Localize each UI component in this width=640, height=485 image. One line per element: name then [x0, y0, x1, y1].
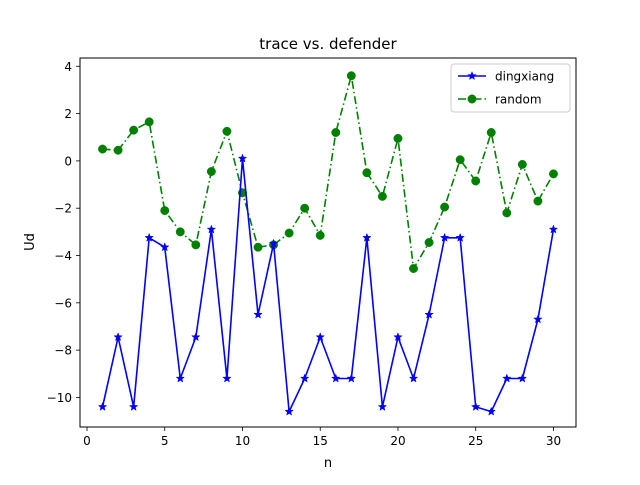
- data-point-random: [455, 155, 465, 165]
- axes-frame: [79, 57, 577, 428]
- data-point-random: [331, 128, 341, 137]
- x-tick-label: 25: [468, 434, 483, 448]
- data-point-random: [253, 242, 263, 252]
- data-point-random: [144, 117, 154, 127]
- axis-ticks: 0 5 10 15 20 25 30 −10 −8 −6 −4 −2 0 2 4: [47, 60, 561, 448]
- x-axis-label: n: [324, 456, 332, 471]
- data-point-random: [471, 176, 481, 186]
- data-point-dingxiang: [517, 373, 528, 383]
- data-point-dingxiang: [237, 153, 248, 163]
- data-point-dingxiang: [362, 232, 372, 242]
- y-tick-label: −2: [54, 202, 72, 216]
- data-point-random: [284, 228, 294, 238]
- legend: dingxiang random: [450, 63, 571, 113]
- data-point-random: [424, 238, 434, 247]
- legend-marker: [467, 70, 477, 81]
- data-point-dingxiang: [330, 373, 341, 383]
- legend-marker: [467, 94, 477, 104]
- series-line-dingxiang: [101, 157, 555, 413]
- data-point-dingxiang: [299, 373, 310, 383]
- data-point-random: [175, 227, 185, 237]
- x-tick-label: 15: [313, 434, 328, 448]
- data-point-dingxiang: [191, 332, 201, 342]
- data-point-dingxiang: [113, 332, 123, 342]
- data-point-random: [113, 145, 123, 155]
- data-point-dingxiang: [284, 406, 294, 416]
- data-point-dingxiang: [253, 309, 263, 319]
- x-tick-label: 10: [235, 434, 250, 448]
- data-point-random: [191, 240, 201, 250]
- data-point-dingxiang: [346, 373, 357, 383]
- y-tick-label: 0: [64, 154, 72, 168]
- data-point-random: [409, 264, 418, 273]
- y-tick-label: −10: [47, 391, 72, 405]
- data-point-dingxiang: [424, 309, 434, 319]
- data-point-dingxiang: [206, 224, 217, 234]
- y-tick-label: −8: [54, 344, 72, 358]
- data-point-dingxiang: [315, 332, 326, 342]
- x-tick-label: 30: [546, 434, 561, 448]
- data-point-dingxiang: [533, 314, 543, 324]
- legend-label: random: [495, 93, 542, 107]
- data-point-dingxiang: [97, 401, 108, 411]
- x-tick-label: 0: [83, 434, 91, 448]
- data-point-dingxiang: [408, 373, 419, 383]
- data-point-random: [362, 168, 372, 178]
- legend-label: dingxiang: [495, 70, 554, 84]
- data-point-dingxiang: [548, 224, 559, 234]
- data-point-random: [346, 71, 356, 81]
- data-point-dingxiang: [268, 238, 279, 248]
- data-point-random: [517, 159, 527, 169]
- data-point-random: [533, 196, 543, 206]
- data-point-random: [129, 125, 139, 135]
- data-point-random: [393, 133, 403, 143]
- data-point-dingxiang: [455, 232, 465, 242]
- data-point-random: [206, 167, 216, 176]
- data-point-random: [222, 126, 232, 136]
- data-point-dingxiang: [159, 242, 170, 252]
- data-point-dingxiang: [128, 401, 139, 411]
- y-axis-label: Ud: [23, 233, 38, 251]
- data-point-random: [549, 169, 558, 179]
- series-layer: [97, 71, 559, 416]
- data-point-random: [160, 206, 170, 216]
- data-point-dingxiang: [470, 401, 481, 411]
- y-tick-label: 4: [64, 60, 72, 74]
- x-tick-label: 5: [161, 434, 169, 448]
- data-point-dingxiang: [439, 232, 450, 242]
- chart-title: trace vs. defender: [259, 35, 397, 53]
- data-point-dingxiang: [393, 332, 403, 342]
- data-point-dingxiang: [377, 401, 388, 411]
- y-tick-label: −6: [54, 296, 72, 310]
- data-point-random: [502, 208, 512, 218]
- y-tick-label: 2: [64, 107, 72, 121]
- data-point-random: [377, 191, 387, 201]
- legend-item-random: random: [458, 93, 542, 107]
- data-point-random: [300, 203, 310, 213]
- data-point-random: [440, 202, 450, 212]
- x-tick-label: 20: [390, 434, 405, 448]
- data-point-random: [315, 230, 325, 240]
- data-point-dingxiang: [222, 373, 232, 383]
- series-dingxiang: [97, 153, 559, 416]
- data-point-dingxiang: [502, 373, 512, 383]
- data-point-random: [98, 144, 107, 154]
- data-point-random: [486, 128, 496, 137]
- y-tick-label: −4: [54, 249, 72, 263]
- data-point-dingxiang: [175, 373, 186, 383]
- legend-item-dingxiang: dingxiang: [458, 70, 554, 84]
- data-point-dingxiang: [486, 406, 497, 416]
- data-point-dingxiang: [144, 232, 154, 242]
